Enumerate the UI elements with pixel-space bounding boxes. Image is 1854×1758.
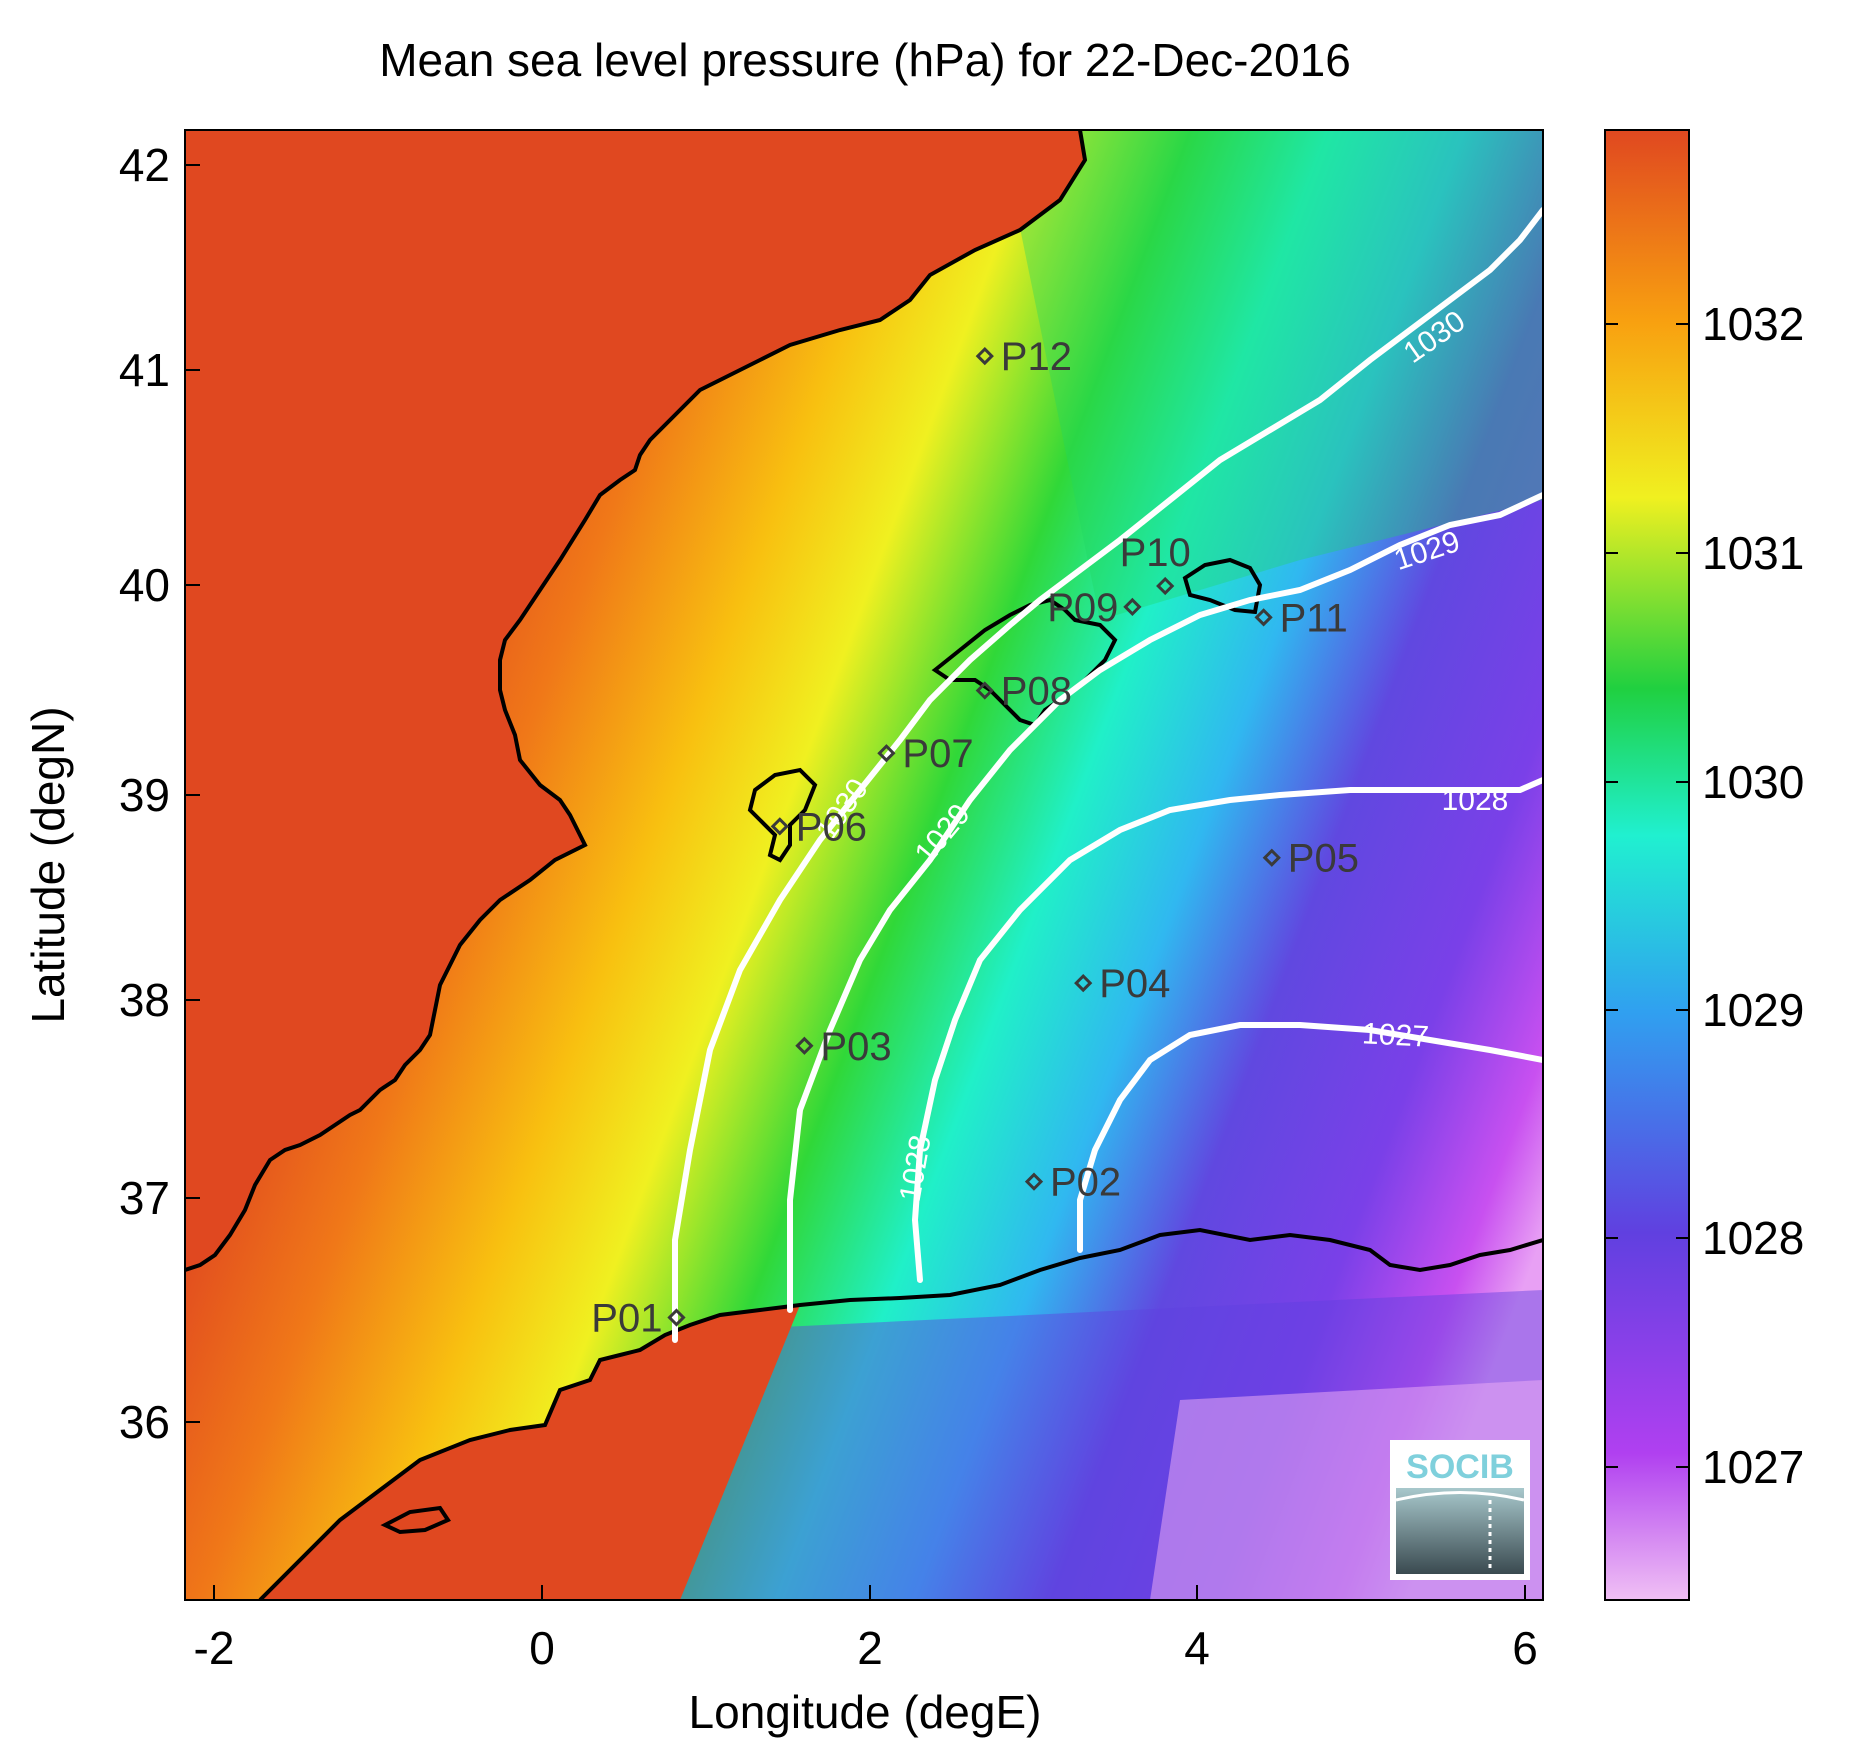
coast-africa <box>258 1227 1543 1600</box>
colorbar-label: 1030 <box>1702 756 1804 808</box>
colorbar-label: 1032 <box>1702 298 1804 350</box>
colorbar: 1027 1028 1029 1030 1031 1032 <box>1604 129 1804 1601</box>
coast-iberia <box>185 130 1088 1272</box>
station-p05: P05 <box>1262 837 1359 881</box>
colorbar-label: 1027 <box>1702 1441 1804 1493</box>
station-p03: P03 <box>795 1025 892 1069</box>
map-title: Mean sea level pressure (hPa) for 22-Dec… <box>379 34 1351 86</box>
isobar-1029-line <box>787 492 1543 1313</box>
isobar-1027-line <box>1077 1022 1543 1253</box>
station-p02: P02 <box>1024 1161 1121 1205</box>
isobar-1030-line <box>672 207 1543 1343</box>
station-marker <box>770 817 789 836</box>
station-p12: P12 <box>975 335 1072 379</box>
colorbar-label: 1031 <box>1702 527 1804 579</box>
x-axis: -2 0 2 4 6 Longitude (degE) <box>194 1585 1538 1738</box>
station-label: P11 <box>1280 596 1348 640</box>
station-marker <box>1254 608 1273 627</box>
socib-logo: SOCIB <box>1390 1440 1530 1580</box>
station-p01: P01 <box>591 1297 686 1341</box>
y-tick-label: 39 <box>119 769 170 821</box>
colorbar-label: 1029 <box>1702 984 1804 1036</box>
station-p10: P10 <box>1120 531 1191 596</box>
y-tick-label: 38 <box>119 974 170 1026</box>
isobar-label: 1028 <box>1442 784 1509 817</box>
station-marker <box>1156 576 1175 596</box>
colorbar-label: 1028 <box>1702 1212 1804 1264</box>
station-marker <box>1262 848 1281 867</box>
station-label: P07 <box>902 732 973 776</box>
station-label: P08 <box>1001 670 1072 714</box>
y-tick-label: 40 <box>119 559 170 611</box>
station-marker <box>975 681 994 700</box>
station-p09: P09 <box>1047 586 1142 630</box>
station-marker <box>877 744 896 763</box>
station-label: P09 <box>1047 586 1118 630</box>
x-tick-label: 2 <box>857 1622 883 1674</box>
station-p08: P08 <box>975 670 1072 714</box>
socib-logo-wave <box>1395 1491 1525 1502</box>
land-africa <box>260 1305 800 1600</box>
x-tick-label: 6 <box>1512 1622 1538 1674</box>
y-tick-label: 42 <box>119 139 170 191</box>
coast-alboran-island <box>380 1505 451 1535</box>
station-label: P10 <box>1120 531 1191 575</box>
station-marker <box>1123 597 1142 617</box>
station-marker <box>975 346 994 366</box>
station-marker <box>1074 973 1093 993</box>
pressure-field-ne <box>1000 130 1543 620</box>
station-p11: P11 <box>1254 596 1348 640</box>
y-axis-title: Latitude (degN) <box>22 706 74 1023</box>
plot-frame <box>184 129 1544 1601</box>
station-p04: P04 <box>1074 962 1170 1006</box>
station-marker <box>667 1308 686 1327</box>
x-tick-label: 0 <box>529 1622 555 1674</box>
land-iberia <box>185 130 1085 1270</box>
station-label: P02 <box>1050 1161 1121 1205</box>
station-label: P04 <box>1099 962 1170 1006</box>
pressure-field: 1030 1030 1029 1029 1028 1028 1027 SOCIB… <box>185 130 1543 1600</box>
station-p07: P07 <box>877 732 974 776</box>
y-axis: 36 37 38 39 40 41 42 Latitude (degN) <box>22 139 200 1448</box>
station-label: P12 <box>1001 335 1072 379</box>
isobar-lines <box>672 207 1543 1343</box>
socib-logo-image <box>1396 1488 1524 1574</box>
station-label: P05 <box>1288 837 1359 881</box>
station-marker <box>795 1036 814 1055</box>
station-label: P03 <box>820 1025 891 1069</box>
x-axis-title: Longitude (degE) <box>689 1686 1042 1738</box>
isobar-label: 1027 <box>1361 1017 1429 1053</box>
y-tick-label: 41 <box>119 344 170 396</box>
x-tick-label: 4 <box>1184 1622 1210 1674</box>
station-marker <box>1024 1172 1044 1191</box>
isobar-1028-line <box>911 777 1543 1283</box>
station-label: P01 <box>591 1297 662 1341</box>
colorbar-ramp <box>1604 129 1690 1601</box>
coastlines <box>185 130 1543 1600</box>
coast-mallorca <box>931 597 1118 728</box>
y-tick-label: 37 <box>119 1172 170 1224</box>
x-tick-label: -2 <box>194 1622 235 1674</box>
y-tick-label: 36 <box>119 1396 170 1448</box>
coast-ibiza <box>747 767 818 863</box>
station-p06: P06 <box>770 805 867 849</box>
station-label: P06 <box>796 805 867 849</box>
socib-logo-text: SOCIB <box>1406 1448 1514 1486</box>
